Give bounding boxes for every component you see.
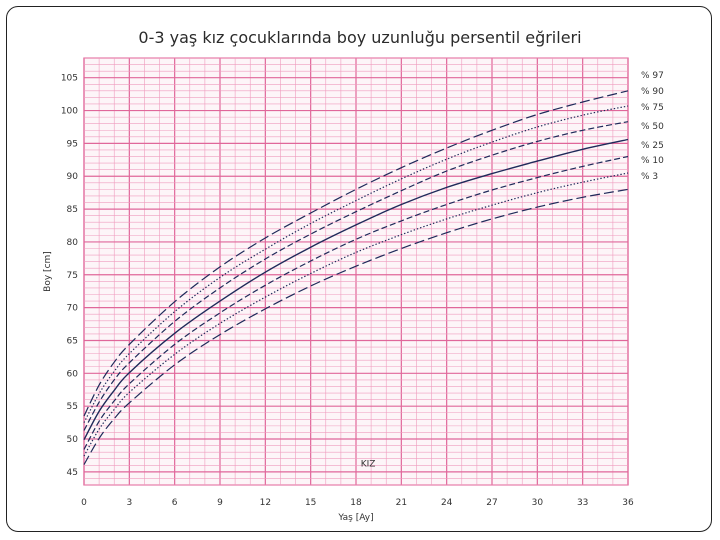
x-tick-label: 0 bbox=[81, 498, 87, 508]
series-line bbox=[83, 172, 629, 457]
chart-annotation: KIZ bbox=[361, 460, 376, 470]
x-tick-label: 9 bbox=[217, 498, 223, 508]
y-tick-label: 55 bbox=[67, 402, 78, 412]
x-tick-label: 24 bbox=[441, 498, 453, 508]
y-tick-label: 90 bbox=[67, 172, 79, 182]
x-tick-label: 12 bbox=[260, 498, 271, 508]
series-line bbox=[83, 155, 629, 450]
x-tick-label: 3 bbox=[126, 498, 132, 508]
series-line bbox=[83, 121, 629, 431]
x-tick-label: 15 bbox=[305, 498, 316, 508]
series-line bbox=[83, 138, 629, 441]
y-tick-label: 60 bbox=[67, 369, 79, 379]
y-tick-label: 50 bbox=[67, 435, 79, 445]
x-tick-label: 6 bbox=[172, 498, 178, 508]
y-tick-label: 80 bbox=[67, 238, 79, 248]
series-label: % 3 bbox=[641, 172, 658, 182]
x-tick-label: 27 bbox=[486, 498, 497, 508]
y-tick-label: 70 bbox=[67, 304, 79, 314]
x-tick-label: 33 bbox=[577, 498, 588, 508]
series-line bbox=[83, 105, 629, 423]
series-label: % 10 bbox=[641, 156, 664, 166]
y-tick-label: 95 bbox=[67, 139, 78, 149]
x-tick-label: 30 bbox=[532, 498, 544, 508]
series-line bbox=[83, 188, 629, 465]
y-tick-label: 65 bbox=[67, 336, 78, 346]
chart-title: 0-3 yaş kız çocuklarında boy uzunluğu pe… bbox=[138, 28, 582, 47]
x-tick-label: 36 bbox=[622, 498, 634, 508]
series-label: % 75 bbox=[641, 103, 664, 113]
y-tick-label: 45 bbox=[67, 468, 78, 478]
y-tick-label: 75 bbox=[67, 271, 78, 281]
series-label: % 97 bbox=[641, 71, 664, 81]
x-tick-label: 21 bbox=[396, 498, 407, 508]
y-tick-label: 105 bbox=[61, 74, 78, 84]
series-label: % 25 bbox=[641, 141, 664, 151]
series-label: % 50 bbox=[641, 122, 664, 132]
y-tick-label: 100 bbox=[61, 107, 78, 117]
x-axis-label: Yaş [Ay] bbox=[337, 513, 373, 523]
series-line bbox=[83, 90, 629, 417]
x-tick-label: 18 bbox=[350, 498, 362, 508]
series-label: % 90 bbox=[641, 87, 664, 97]
y-axis-label: Boy [cm] bbox=[43, 251, 53, 292]
y-tick-label: 85 bbox=[67, 205, 78, 215]
